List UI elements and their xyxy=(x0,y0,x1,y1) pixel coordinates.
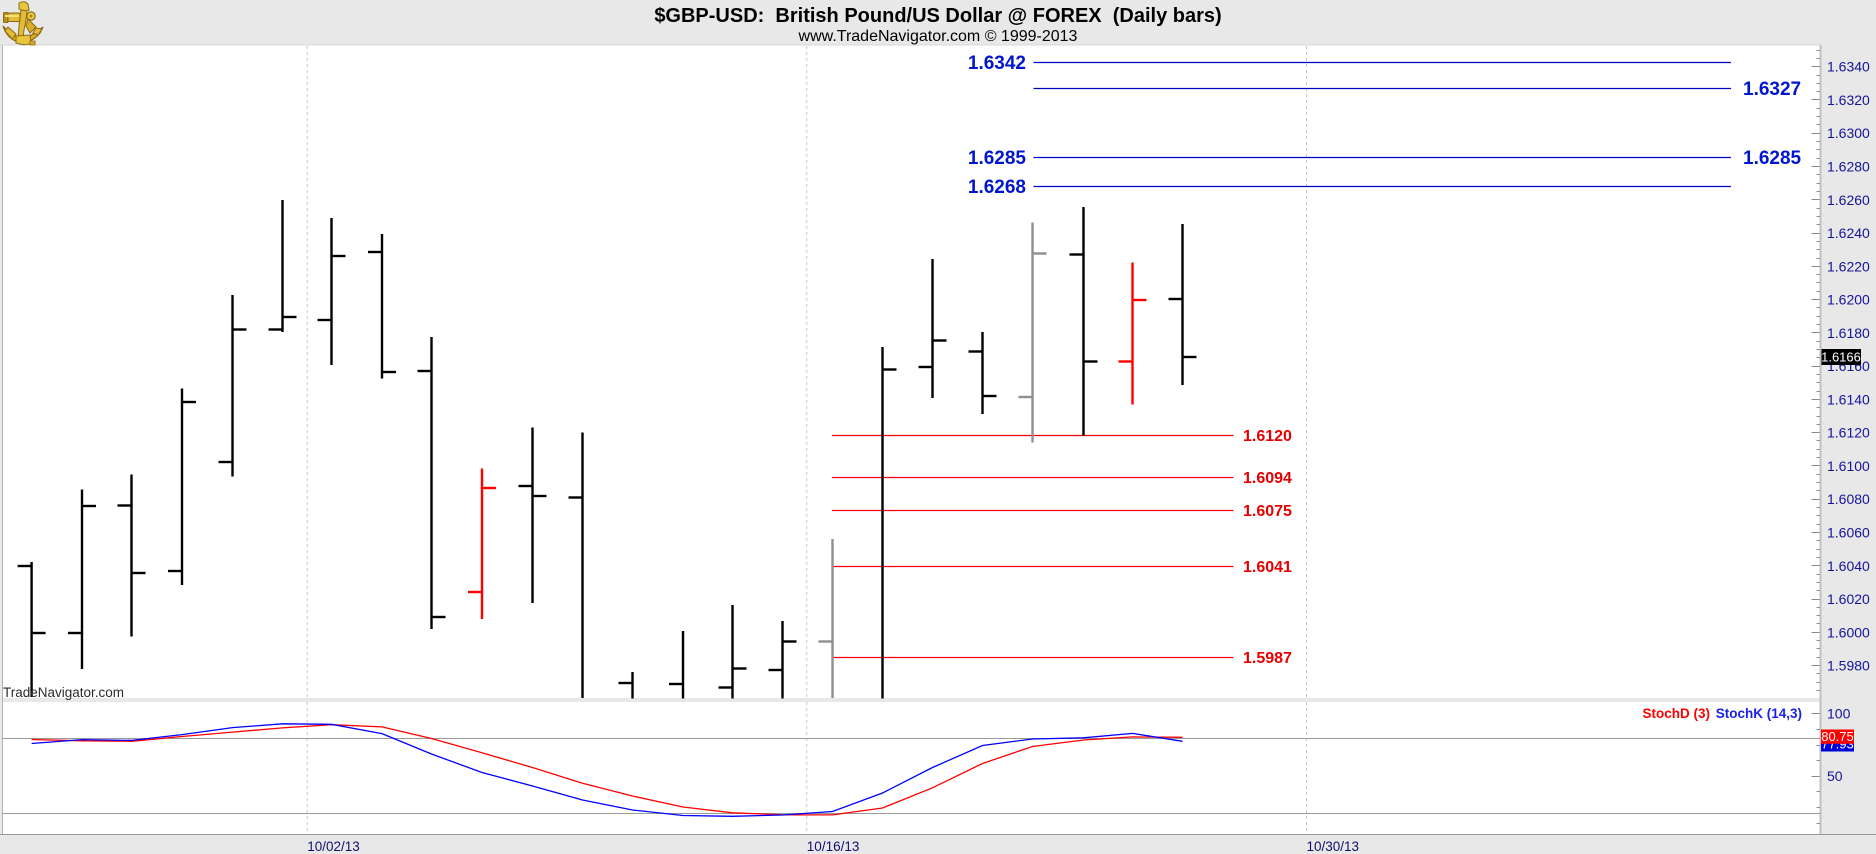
svg-text:1.5980: 1.5980 xyxy=(1827,658,1870,674)
svg-text:1.6240: 1.6240 xyxy=(1827,225,1870,241)
svg-text:1.6020: 1.6020 xyxy=(1827,591,1870,607)
svg-text:1.6094: 1.6094 xyxy=(1243,470,1292,487)
svg-text:1.6140: 1.6140 xyxy=(1827,391,1870,407)
svg-text:10/30/13: 10/30/13 xyxy=(1307,839,1360,854)
svg-text:1.6327: 1.6327 xyxy=(1743,79,1801,100)
svg-text:1.6180: 1.6180 xyxy=(1827,325,1870,341)
svg-text:1.6041: 1.6041 xyxy=(1243,559,1292,576)
svg-text:10/16/13: 10/16/13 xyxy=(807,839,860,854)
svg-text:1.6100: 1.6100 xyxy=(1827,458,1870,474)
svg-text:100: 100 xyxy=(1827,706,1851,722)
svg-text:10/02/13: 10/02/13 xyxy=(307,839,360,854)
svg-text:1.6220: 1.6220 xyxy=(1827,258,1870,274)
svg-text:1.6166: 1.6166 xyxy=(1821,350,1861,365)
svg-text:1.6260: 1.6260 xyxy=(1827,192,1870,208)
svg-text:1.6120: 1.6120 xyxy=(1243,428,1292,445)
svg-text:50: 50 xyxy=(1827,768,1843,784)
svg-text:1.5987: 1.5987 xyxy=(1243,650,1292,667)
svg-text:1.6285: 1.6285 xyxy=(968,148,1027,169)
svg-text:1.6280: 1.6280 xyxy=(1827,159,1870,175)
svg-text:StochK (14,3): StochK (14,3) xyxy=(1716,706,1802,721)
svg-text:1.6285: 1.6285 xyxy=(1743,148,1802,169)
svg-text:1.6060: 1.6060 xyxy=(1827,525,1870,541)
svg-text:1.6300: 1.6300 xyxy=(1827,125,1870,141)
svg-text:1.6040: 1.6040 xyxy=(1827,558,1870,574)
svg-text:1.6080: 1.6080 xyxy=(1827,491,1870,507)
svg-text:TradeNavigator.com: TradeNavigator.com xyxy=(3,685,124,700)
svg-text:1.6340: 1.6340 xyxy=(1827,59,1870,75)
svg-text:1.6120: 1.6120 xyxy=(1827,425,1870,441)
svg-text:1.6342: 1.6342 xyxy=(968,53,1026,74)
svg-text:80.75: 80.75 xyxy=(1821,729,1854,744)
svg-text:1.6320: 1.6320 xyxy=(1827,92,1870,108)
svg-text:$GBP-USD: British Pound/US Do: $GBP-USD: British Pound/US Dollar @ FORE… xyxy=(654,5,1221,27)
svg-text:1.6268: 1.6268 xyxy=(968,177,1026,198)
svg-text:1.6000: 1.6000 xyxy=(1827,624,1870,640)
svg-text:1.6075: 1.6075 xyxy=(1243,503,1292,520)
svg-text:StochD (3): StochD (3) xyxy=(1643,706,1711,721)
svg-text:www.TradeNavigator.com © 1999-: www.TradeNavigator.com © 1999-2013 xyxy=(798,28,1078,45)
svg-text:1.6200: 1.6200 xyxy=(1827,292,1870,308)
